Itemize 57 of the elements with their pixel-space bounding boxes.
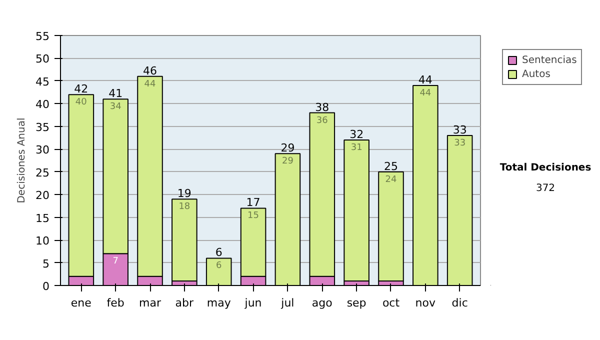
x-tick-label: ago <box>312 296 333 310</box>
x-tick-label: feb <box>106 296 124 310</box>
x-tick-label: oct <box>382 296 400 310</box>
y-tick-label: 0 <box>42 280 50 293</box>
legend-label: Autos <box>522 68 550 80</box>
total-label: 6 <box>215 246 222 260</box>
x-tick-label: jul <box>280 296 294 310</box>
x-tick-label: may <box>206 296 232 310</box>
total-label: 25 <box>384 160 398 173</box>
data-label: 15 <box>248 211 260 222</box>
data-label: 34 <box>110 102 122 112</box>
total-label: 38 <box>315 100 330 114</box>
y-tick-label: 30 <box>36 144 50 157</box>
text: 372 <box>536 182 556 194</box>
x-tick-label: sep <box>346 296 366 310</box>
total-label: 41 <box>108 87 123 100</box>
text: Total Decisiones <box>500 162 592 174</box>
data-label: 31 <box>350 143 362 154</box>
data-label: 24 <box>385 174 397 185</box>
data-label: 44 <box>144 79 156 90</box>
total-label: 44 <box>418 74 432 86</box>
data-label: 33 <box>454 138 466 148</box>
y-tick-label: 40 <box>36 98 50 112</box>
data-label: 7 <box>112 256 118 267</box>
total-label: 17 <box>246 196 260 210</box>
data-label: 36 <box>316 116 328 126</box>
bar <box>378 171 404 282</box>
total-label: 33 <box>452 124 467 136</box>
y-tick-label: 15 <box>36 212 50 225</box>
x-tick-label: nov <box>415 296 436 310</box>
total-label: 32 <box>350 128 364 142</box>
data-label: 18 <box>178 202 190 212</box>
bar <box>172 198 198 282</box>
data-label: 29 <box>282 156 294 167</box>
data-label: 44 <box>420 88 432 98</box>
legend-label: Sentencias <box>522 54 577 66</box>
y-tick-label: 10 <box>36 234 50 248</box>
x-tick-label: abr <box>175 296 194 310</box>
y-tick-label: 35 <box>36 120 50 134</box>
total-label: 46 <box>143 64 158 78</box>
x-tick-label: dic <box>452 296 468 310</box>
data-label: 6 <box>216 261 222 272</box>
x-tick-label: ene <box>70 296 92 310</box>
y-tick-label: 20 <box>36 189 50 202</box>
y-tick-label: 50 <box>36 52 50 66</box>
y-axis-title: Decisiones Anual <box>16 118 28 204</box>
total-label: 29 <box>280 142 295 155</box>
total-label: 42 <box>74 82 88 96</box>
total-label: 19 <box>177 187 192 200</box>
data-label: 40 <box>75 98 88 108</box>
y-tick-label: 45 <box>36 75 50 88</box>
x-tick-label: mar <box>139 296 162 310</box>
y-tick-label: 5 <box>42 257 50 270</box>
y-tick-label: 25 <box>36 166 50 180</box>
x-tick-label: jun <box>244 296 262 310</box>
bar <box>344 140 370 282</box>
y-tick-label: 55 <box>36 30 50 43</box>
